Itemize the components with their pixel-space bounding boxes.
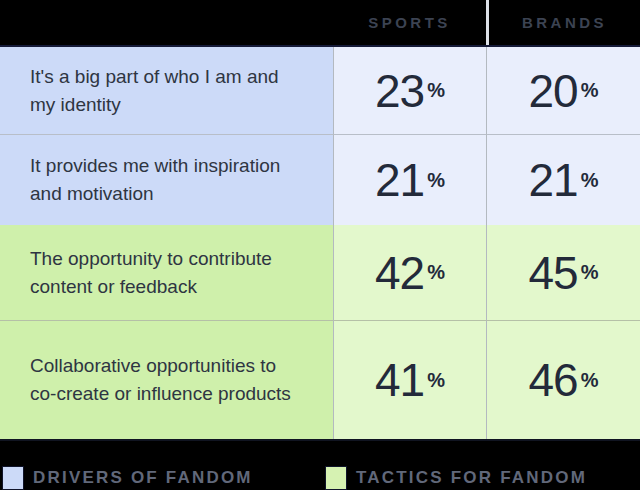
value-number: 46 bbox=[529, 353, 578, 407]
legend-item-drivers: DRIVERS OF FANDOM bbox=[2, 466, 325, 490]
legend: DRIVERS OF FANDOM TACTICS FOR FANDOM bbox=[0, 441, 640, 490]
value-number: 45 bbox=[529, 246, 578, 300]
row-label: It provides me with inspiration and moti… bbox=[0, 134, 333, 225]
row-label: The opportunity to contribute content or… bbox=[0, 225, 333, 320]
value-number: 41 bbox=[375, 353, 424, 407]
data-table: It's a big part of who I am and my ident… bbox=[0, 45, 640, 441]
percent-sign: % bbox=[581, 169, 599, 192]
legend-item-tactics: TACTICS FOR FANDOM bbox=[325, 466, 587, 490]
table-row: It provides me with inspiration and moti… bbox=[0, 134, 640, 225]
value-number: 21 bbox=[529, 153, 578, 207]
value-cell-sports: 23% bbox=[333, 47, 486, 134]
value-cell-brands: 20% bbox=[486, 47, 640, 134]
value-cell-brands: 21% bbox=[486, 134, 640, 225]
percent-sign: % bbox=[581, 369, 599, 392]
row-label: Collaborative opportunities to co-create… bbox=[0, 320, 333, 439]
drivers-swatch-icon bbox=[2, 466, 24, 490]
percent-sign: % bbox=[581, 79, 599, 102]
value-cell-sports: 41% bbox=[333, 320, 486, 439]
percent-sign: % bbox=[427, 261, 445, 284]
value-cell-sports: 42% bbox=[333, 225, 486, 320]
table-row: The opportunity to contribute content or… bbox=[0, 225, 640, 320]
value-cell-brands: 45% bbox=[486, 225, 640, 320]
table-row: Collaborative opportunities to co-create… bbox=[0, 320, 640, 439]
value-number: 42 bbox=[375, 246, 424, 300]
value-number: 21 bbox=[375, 153, 424, 207]
percent-sign: % bbox=[581, 261, 599, 284]
value-cell-sports: 21% bbox=[333, 134, 486, 225]
percent-sign: % bbox=[427, 79, 445, 102]
percent-sign: % bbox=[427, 169, 445, 192]
percent-sign: % bbox=[427, 369, 445, 392]
table-header: SPORTS BRANDS bbox=[0, 0, 640, 45]
tactics-swatch-icon bbox=[325, 466, 347, 490]
header-spacer bbox=[0, 0, 333, 45]
row-label: It's a big part of who I am and my ident… bbox=[0, 47, 333, 134]
value-number: 20 bbox=[529, 64, 578, 118]
value-number: 23 bbox=[375, 64, 424, 118]
legend-label: DRIVERS OF FANDOM bbox=[33, 468, 253, 488]
fandom-comparison-infographic: SPORTS BRANDS It's a big part of who I a… bbox=[0, 0, 640, 490]
legend-label: TACTICS FOR FANDOM bbox=[356, 468, 587, 488]
table-row: It's a big part of who I am and my ident… bbox=[0, 47, 640, 134]
column-header-brands: BRANDS bbox=[486, 0, 640, 45]
value-cell-brands: 46% bbox=[486, 320, 640, 439]
column-header-sports: SPORTS bbox=[333, 0, 486, 45]
